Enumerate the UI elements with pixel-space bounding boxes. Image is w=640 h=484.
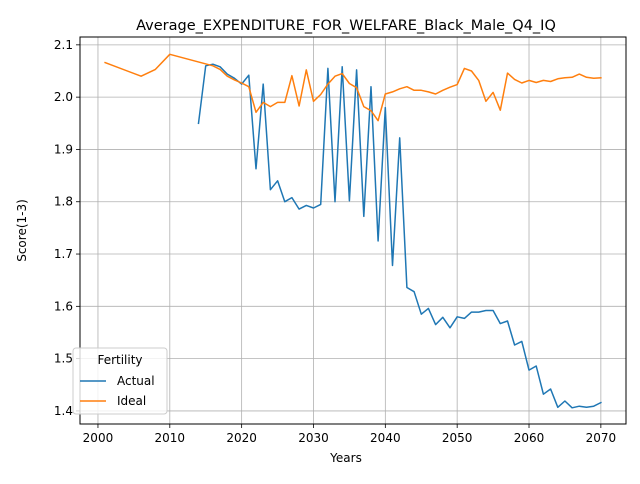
grid-lines	[80, 37, 626, 424]
y-tick-label: 1.5	[54, 352, 73, 366]
y-tick-label: 1.6	[54, 299, 73, 313]
series-line-actual	[197, 63, 602, 409]
legend: Fertility Actual Ideal	[72, 347, 168, 415]
legend-label-actual: Actual	[117, 374, 155, 388]
y-tick-label: 1.8	[54, 195, 73, 209]
x-tick-label: 2010	[155, 431, 186, 445]
series-line-ideal	[104, 53, 602, 122]
x-axis-label: Years	[329, 451, 362, 465]
legend-title: Fertility	[97, 353, 142, 367]
series-layer	[104, 53, 602, 409]
x-tick-label: 2070	[586, 431, 617, 445]
plot-frame	[79, 36, 627, 425]
y-axis-label: Score(1-3)	[15, 199, 29, 262]
x-axis-ticks: 2000 2010 2020 2030 2040 2050 2060 2070	[83, 424, 616, 445]
y-tick-label: 1.9	[54, 142, 73, 156]
y-tick-label: 1.4	[54, 404, 73, 418]
y-tick-label: 1.7	[54, 247, 73, 261]
x-tick-label: 2050	[442, 431, 473, 445]
x-tick-label: 2060	[514, 431, 545, 445]
x-tick-label: 2000	[83, 431, 114, 445]
y-tick-label: 2.1	[54, 38, 73, 52]
y-tick-label: 2.0	[54, 90, 73, 104]
legend-box	[72, 347, 168, 415]
x-tick-label: 2020	[226, 431, 257, 445]
x-tick-label: 2030	[298, 431, 329, 445]
y-axis-ticks: 1.4 1.5 1.6 1.7 1.8 1.9 2.0 2.1	[54, 38, 80, 418]
legend-label-ideal: Ideal	[117, 394, 146, 408]
chart-title: Average_EXPENDITURE_FOR_WELFARE_Black_Ma…	[136, 18, 556, 34]
x-tick-label: 2040	[370, 431, 401, 445]
